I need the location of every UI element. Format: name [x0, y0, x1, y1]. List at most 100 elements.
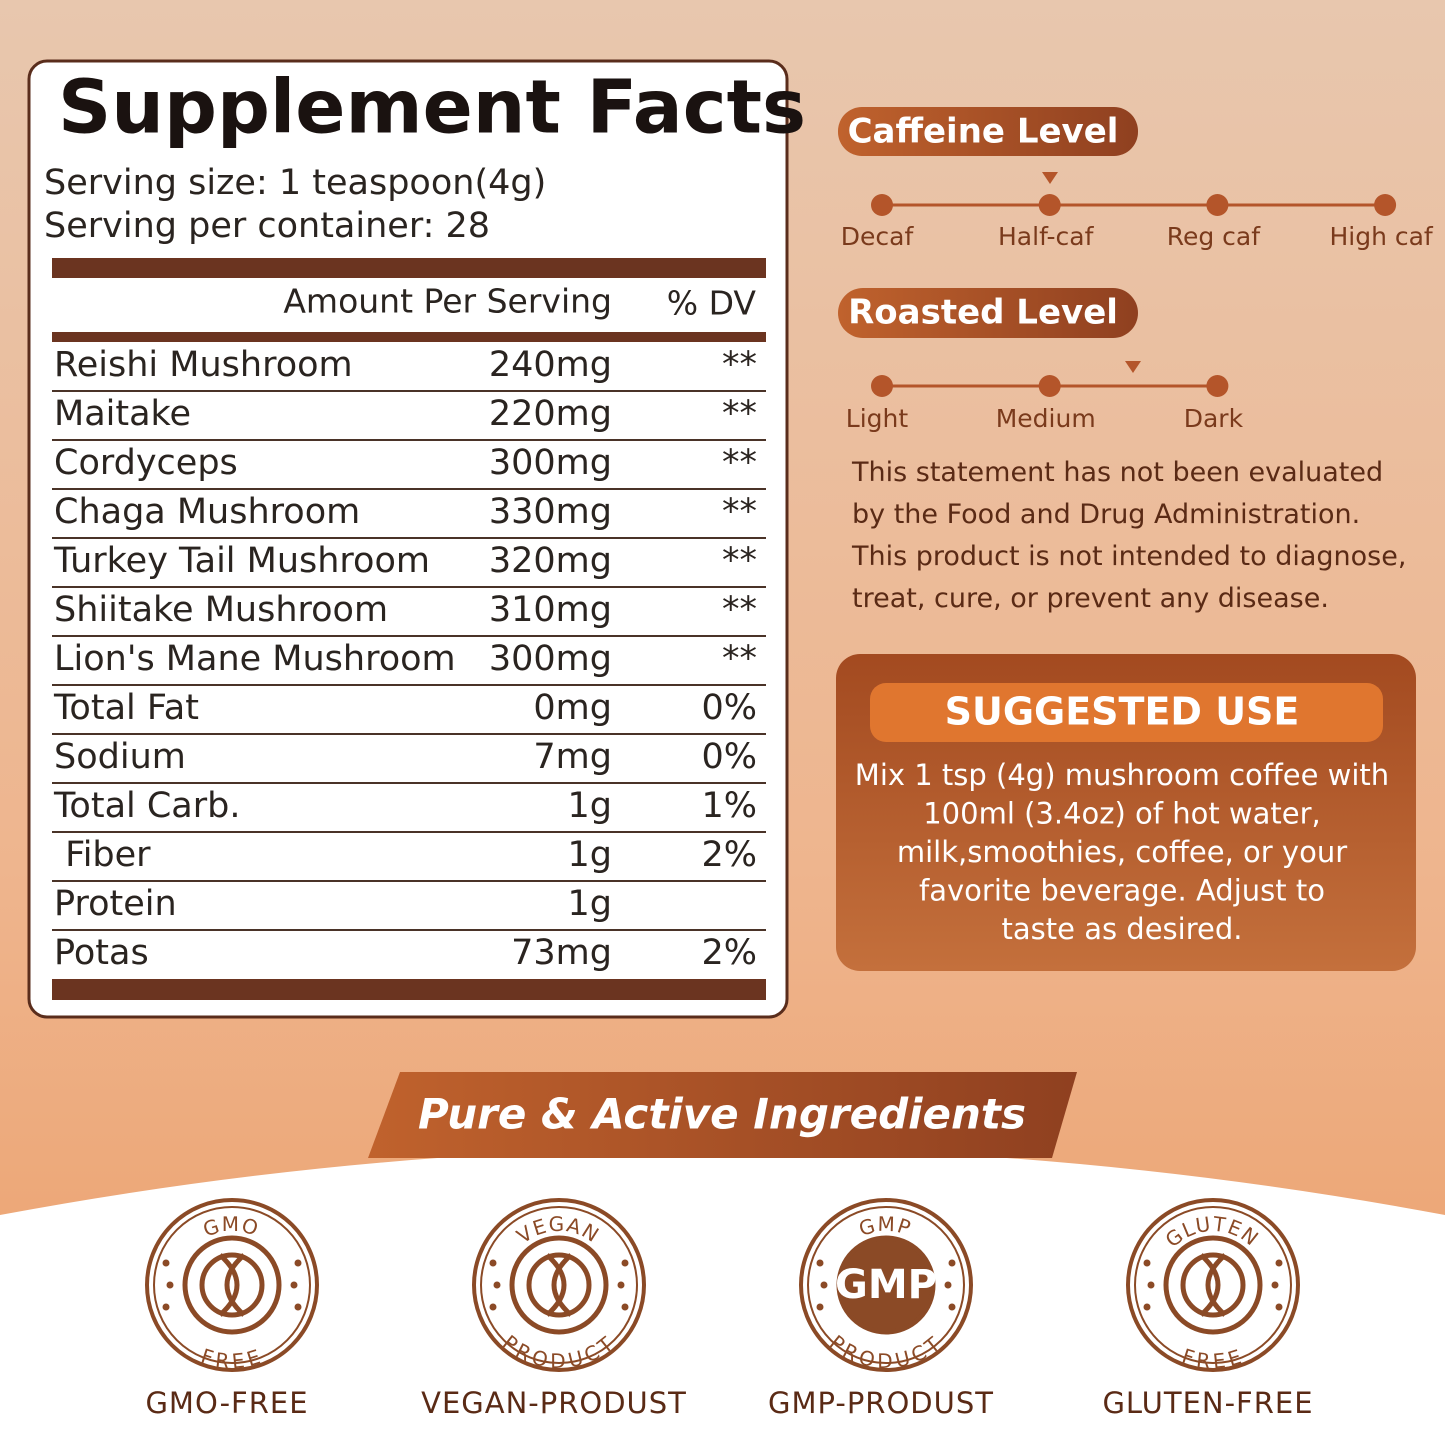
rule	[52, 979, 766, 1000]
suggested-pill	[870, 683, 1383, 742]
rule	[52, 258, 766, 278]
badge-label: VEGAN-PRODUST	[421, 1386, 687, 1420]
row-name: Reishi Mushroom	[54, 345, 353, 385]
row-name: Cordyceps	[54, 443, 238, 483]
row-name: Total Carb.	[53, 786, 240, 826]
row-dv: **	[722, 492, 757, 532]
badge-icon	[545, 1253, 573, 1317]
badge-star	[489, 1259, 497, 1267]
badge-star	[944, 1281, 952, 1289]
servings: Serving per container: 28	[44, 206, 490, 246]
badge-star	[1143, 1259, 1151, 1267]
caffeine-label: Half-caf	[998, 222, 1095, 251]
white-curve	[0, 1147, 1445, 1445]
badge-icon	[526, 1252, 592, 1318]
caffeine-label: High caf	[1329, 222, 1433, 251]
badge-ring-inner	[807, 1206, 965, 1364]
badge-star	[816, 1259, 824, 1267]
row-amount: 300mg	[489, 443, 612, 483]
row-dv: 0%	[701, 688, 757, 728]
row-dv: 1%	[701, 786, 757, 826]
row-amount: 240mg	[489, 345, 612, 385]
badge-icon	[199, 1252, 265, 1318]
badge-star	[294, 1303, 302, 1311]
badge-icon	[218, 1253, 246, 1317]
badge-core	[509, 1235, 609, 1335]
row-name: Lion's Mane Mushroom	[54, 639, 456, 679]
roast-label: Dark	[1184, 404, 1244, 433]
badge-core	[182, 1235, 282, 1335]
badge-star	[294, 1259, 302, 1267]
suggested-line: favorite beverage. Adjust to	[919, 874, 1325, 908]
badge-ring-inner	[1134, 1206, 1292, 1364]
suggested-title: SUGGESTED USE	[945, 690, 1300, 734]
row-amount: 320mg	[489, 541, 612, 581]
row-dv: **	[722, 639, 757, 679]
row-amount: 7mg	[533, 737, 612, 777]
caffeine-pill	[838, 107, 1138, 156]
badge-label: GMP-PRODUST	[768, 1386, 994, 1420]
roast-marker	[1125, 361, 1141, 373]
badge-star	[1143, 1303, 1151, 1311]
suggested-line: taste as desired.	[1002, 912, 1243, 946]
row-name: Turkey Tail Mushroom	[53, 541, 430, 581]
badge-icon	[1180, 1252, 1246, 1318]
badge-star	[1271, 1281, 1279, 1289]
badge-star	[820, 1281, 828, 1289]
row-dv: **	[722, 345, 757, 385]
suggested-line: milk,smoothies, coffee, or your	[897, 835, 1347, 869]
caffeine-label: Reg caf	[1167, 222, 1262, 251]
row-name: Sodium	[54, 737, 186, 777]
roast-title: Roasted Level	[848, 293, 1118, 333]
row-name: Shiitake Mushroom	[54, 590, 388, 630]
badge-star	[948, 1303, 956, 1311]
row-dv: **	[722, 590, 757, 630]
badge-core	[836, 1235, 936, 1335]
row-name: Fiber	[54, 835, 151, 875]
row-amount: 1g	[568, 786, 613, 826]
row-amount: 220mg	[489, 394, 612, 434]
roast-dot	[1038, 375, 1061, 397]
badge-label: GLUTEN-FREE	[1102, 1386, 1313, 1420]
row-amount: 1g	[568, 835, 613, 875]
banner-text: Pure & Active Ingredients	[418, 1090, 1026, 1139]
badge-star	[1275, 1303, 1283, 1311]
badge-core	[1163, 1235, 1263, 1335]
badge-star	[621, 1303, 629, 1311]
row-amount: 1g	[568, 884, 613, 924]
row-name: Maitake	[54, 394, 191, 434]
badge-label: GMO-FREE	[145, 1386, 308, 1420]
roast-dot	[871, 375, 893, 397]
row-name: Protein	[54, 884, 177, 924]
caffeine-label: Decaf	[841, 222, 915, 251]
row-dv: 0%	[701, 737, 757, 777]
badge-icon	[1199, 1253, 1227, 1317]
badge-star	[489, 1303, 497, 1311]
row-dv: 2%	[701, 933, 757, 973]
badge-ring-inner	[153, 1206, 311, 1364]
badge-star	[816, 1303, 824, 1311]
badge-star	[493, 1281, 501, 1289]
disclaimer: This statement has not been evaluated by…	[852, 457, 1407, 614]
row-dv: **	[722, 541, 757, 581]
badge-star	[162, 1303, 170, 1311]
suggested-line: Mix 1 tsp (4g) mushroom coffee with	[855, 758, 1389, 792]
row-dv: **	[722, 394, 757, 434]
badge-star	[1147, 1281, 1155, 1289]
row-amount: 330mg	[489, 492, 612, 532]
facts-title: Supplement Facts	[58, 65, 806, 151]
row-amount: 310mg	[489, 590, 612, 630]
badge-center: GMP	[835, 1262, 937, 1308]
caffeine-dot	[1038, 194, 1061, 216]
badge-star	[162, 1259, 170, 1267]
roast-label: Light	[846, 404, 909, 433]
dv-header: % DV	[667, 284, 757, 323]
row-amount: 0mg	[533, 688, 612, 728]
row-name: Potas	[54, 933, 149, 973]
badge-star	[617, 1281, 625, 1289]
caffeine-dot	[1374, 194, 1397, 216]
row-dv: **	[722, 443, 757, 483]
suggested-line: 100ml (3.4oz) of hot water,	[923, 797, 1321, 831]
